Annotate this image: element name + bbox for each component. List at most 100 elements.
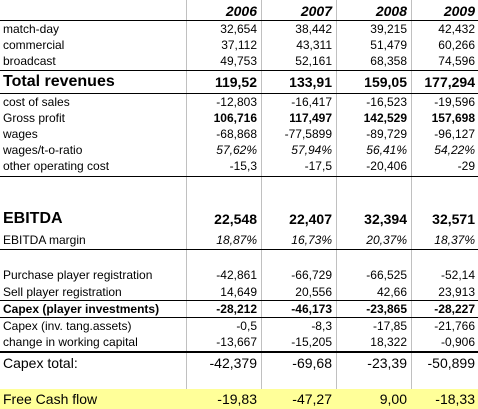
cell-value[interactable]: -28,212 — [187, 301, 260, 317]
row-label[interactable]: cost of sales — [3, 94, 185, 109]
cell-value[interactable]: -23,39 — [337, 353, 410, 373]
cell-value[interactable]: 18,87% — [187, 231, 260, 248]
cell-value[interactable]: 68,358 — [337, 53, 410, 69]
row-label[interactable]: wages/t-o-ratio — [3, 142, 185, 158]
row-label[interactable]: EBITDA — [3, 208, 185, 230]
row-label[interactable]: change in working capital — [3, 334, 185, 350]
cell-value[interactable]: -77,5899 — [262, 126, 335, 142]
cell-value[interactable]: -96,127 — [412, 126, 478, 142]
row-label[interactable]: Purchase player registration — [3, 266, 185, 283]
cell-value[interactable]: -0,5 — [187, 318, 260, 334]
cell-value[interactable]: 74,596 — [412, 53, 478, 69]
cell-value[interactable]: -46,173 — [262, 301, 335, 317]
cell-value[interactable]: -42,861 — [187, 266, 260, 283]
table-row: EBITDA 22,548 22,407 32,394 32,571 — [0, 208, 478, 230]
cell-value[interactable]: 57,62% — [187, 142, 260, 158]
cell-value[interactable]: 106,716 — [187, 110, 260, 126]
cell-value[interactable]: 32,654 — [187, 21, 260, 36]
cell-value[interactable]: -89,729 — [337, 126, 410, 142]
cell-value[interactable]: 159,05 — [337, 71, 410, 93]
cell-value[interactable]: -20,406 — [337, 158, 410, 174]
table-row: Gross profit 106,716 117,497 142,529 157… — [0, 110, 478, 126]
cell-value[interactable]: -66,729 — [262, 266, 335, 283]
cell-value[interactable]: 42,432 — [412, 21, 478, 36]
row-label[interactable]: wages — [3, 126, 185, 142]
year-header-2006[interactable]: 2006 — [187, 2, 260, 20]
row-label[interactable]: Free Cash flow — [3, 389, 185, 409]
cell-value[interactable]: 51,479 — [337, 37, 410, 53]
cell-value[interactable]: -68,868 — [187, 126, 260, 142]
cell-value[interactable]: 32,571 — [412, 208, 478, 230]
cell-value[interactable]: -23,865 — [337, 301, 410, 317]
cell-value[interactable]: -17,5 — [262, 158, 335, 174]
table-row: cost of sales -12,803 -16,417 -16,523 -1… — [0, 94, 478, 109]
cell-value[interactable]: -8,3 — [262, 318, 335, 334]
cell-value[interactable]: 177,294 — [412, 71, 478, 93]
cell-value[interactable]: 22,407 — [262, 208, 335, 230]
cell-value[interactable]: -21,766 — [412, 318, 478, 334]
cell-value[interactable]: 56,41% — [337, 142, 410, 158]
cell-value[interactable]: 133,91 — [262, 71, 335, 93]
table-row: Capex (player investments) -28,212 -46,1… — [0, 301, 478, 317]
cell-value[interactable]: -42,379 — [187, 353, 260, 373]
cell-value[interactable]: -19,83 — [187, 389, 260, 409]
table-row: Total revenues 119,52 133,91 159,05 177,… — [0, 71, 478, 93]
cell-value[interactable]: 119,52 — [187, 71, 260, 93]
cell-value[interactable]: -17,85 — [337, 318, 410, 334]
cell-value[interactable]: 52,161 — [262, 53, 335, 69]
row-label[interactable]: broadcast — [3, 53, 185, 69]
cell-value[interactable]: 22,548 — [187, 208, 260, 230]
cell-value[interactable]: 23,913 — [412, 283, 478, 300]
cell-value[interactable]: -47,27 — [262, 389, 335, 409]
cell-value[interactable]: -16,523 — [337, 94, 410, 109]
row-label[interactable]: commercial — [3, 37, 185, 53]
row-label[interactable]: Capex total: — [3, 353, 185, 373]
year-header-2008[interactable]: 2008 — [337, 2, 410, 20]
cell-value[interactable]: 18,322 — [337, 334, 410, 350]
row-label[interactable]: other operating cost — [3, 158, 185, 174]
cell-value[interactable]: -15,205 — [262, 334, 335, 350]
row-label[interactable]: Sell player registration — [3, 283, 185, 300]
cell-value[interactable]: 20,556 — [262, 283, 335, 300]
cell-value[interactable]: 49,753 — [187, 53, 260, 69]
cell-value[interactable]: -16,417 — [262, 94, 335, 109]
cell-value[interactable]: 157,698 — [412, 110, 478, 126]
cell-value[interactable]: 16,73% — [262, 231, 335, 248]
cell-value[interactable]: -69,68 — [262, 353, 335, 373]
cell-value[interactable]: -12,803 — [187, 94, 260, 109]
cell-value[interactable]: 54,22% — [412, 142, 478, 158]
cell-value[interactable]: -19,596 — [412, 94, 478, 109]
cell-value[interactable]: -28,227 — [412, 301, 478, 317]
cell-value[interactable]: 20,37% — [337, 231, 410, 248]
year-header-2009[interactable]: 2009 — [412, 2, 478, 20]
cell-value[interactable]: -18,33 — [412, 389, 478, 409]
row-label[interactable]: Capex (inv. tang.assets) — [3, 318, 185, 334]
row-label[interactable]: EBITDA margin — [3, 231, 185, 248]
cell-value[interactable]: -29 — [412, 158, 478, 174]
cell-value[interactable]: 142,529 — [337, 110, 410, 126]
row-label[interactable]: Capex (player investments) — [3, 301, 185, 317]
cell-value[interactable]: 14,649 — [187, 283, 260, 300]
row-label[interactable]: Total revenues — [3, 71, 185, 93]
cell-value[interactable]: 43,311 — [262, 37, 335, 53]
cell-value[interactable]: -15,3 — [187, 158, 260, 174]
row-label[interactable]: match-day — [3, 21, 185, 36]
cell-value[interactable]: 9,00 — [337, 389, 410, 409]
cell-value[interactable]: -52,14 — [412, 266, 478, 283]
row-label[interactable]: Gross profit — [3, 110, 185, 126]
cell-value[interactable]: 18,37% — [412, 231, 478, 248]
cell-value[interactable]: 38,442 — [262, 21, 335, 36]
cell-value[interactable]: 32,394 — [337, 208, 410, 230]
cell-value[interactable]: 39,215 — [337, 21, 410, 36]
cell-value[interactable]: 60,266 — [412, 37, 478, 53]
cell-value[interactable]: 37,112 — [187, 37, 260, 53]
cell-value[interactable]: 42,66 — [337, 283, 410, 300]
cell-value[interactable]: -50,899 — [412, 353, 478, 373]
cell-value[interactable]: 117,497 — [262, 110, 335, 126]
cell-value[interactable]: -66,525 — [337, 266, 410, 283]
cell-value[interactable]: 57,94% — [262, 142, 335, 158]
table-row: Purchase player registration -42,861 -66… — [0, 266, 478, 283]
cell-value[interactable]: -0,906 — [412, 334, 478, 350]
cell-value[interactable]: -13,667 — [187, 334, 260, 350]
year-header-2007[interactable]: 2007 — [262, 2, 335, 20]
